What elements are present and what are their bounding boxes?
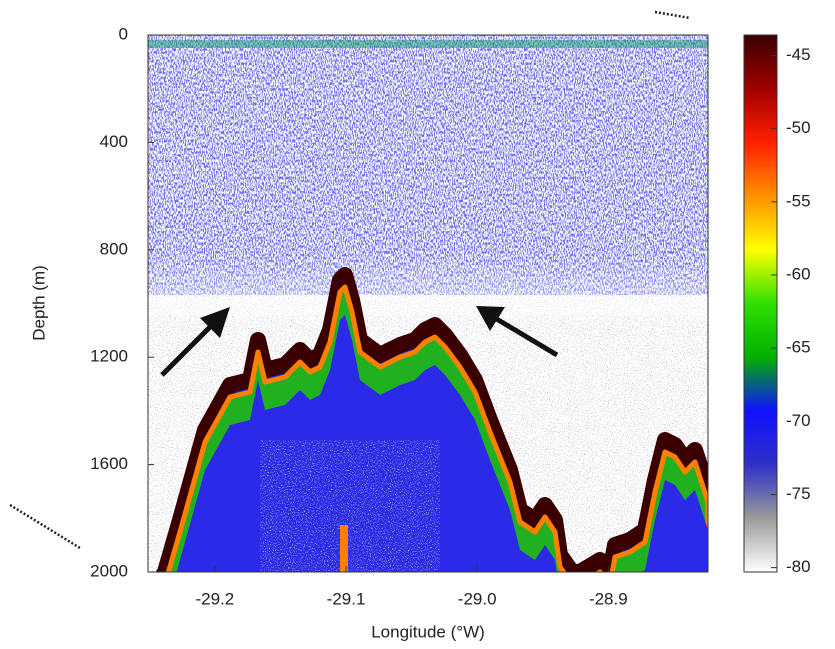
arrow — [493, 315, 559, 358]
colorbar-tick-label: -65 — [786, 338, 811, 357]
colorbar-tick-label: -60 — [786, 264, 811, 283]
colorbar-tick-label: -45 — [786, 45, 811, 64]
colorbar-tick-label: -55 — [786, 191, 811, 210]
x-tick-label: -29.2 — [196, 589, 235, 608]
arrow-head — [200, 307, 230, 338]
echogram — [148, 35, 708, 572]
colorbar-tick-label: -50 — [786, 118, 811, 137]
arrow-head — [476, 306, 505, 331]
y-tick-label: 400 — [100, 132, 128, 151]
annotations — [160, 306, 559, 377]
x-axis-label: Longitude (°W) — [371, 622, 485, 641]
seafloor — [155, 267, 708, 572]
dotted-line — [654, 10, 691, 20]
colorbar-tick-label: -80 — [786, 557, 811, 576]
plot-frame — [147, 34, 709, 573]
x-tick-label: -28.9 — [589, 589, 628, 608]
colorbar-tick-label: -75 — [786, 484, 811, 503]
colorbar — [743, 34, 778, 573]
y-tick-label: 1200 — [90, 347, 128, 366]
arrow — [160, 320, 217, 377]
y-tick-label: 2000 — [90, 561, 128, 580]
x-tick-label: -29.1 — [327, 589, 366, 608]
dotted-line — [9, 503, 81, 550]
y-tick-label: 0 — [119, 24, 128, 43]
y-axis-label: Depth (m) — [29, 265, 48, 341]
colorbar-tick-label: -70 — [786, 411, 811, 430]
x-tick-label: -29.0 — [458, 589, 497, 608]
y-tick-label: 1600 — [90, 454, 128, 473]
y-tick-label: 800 — [100, 239, 128, 258]
